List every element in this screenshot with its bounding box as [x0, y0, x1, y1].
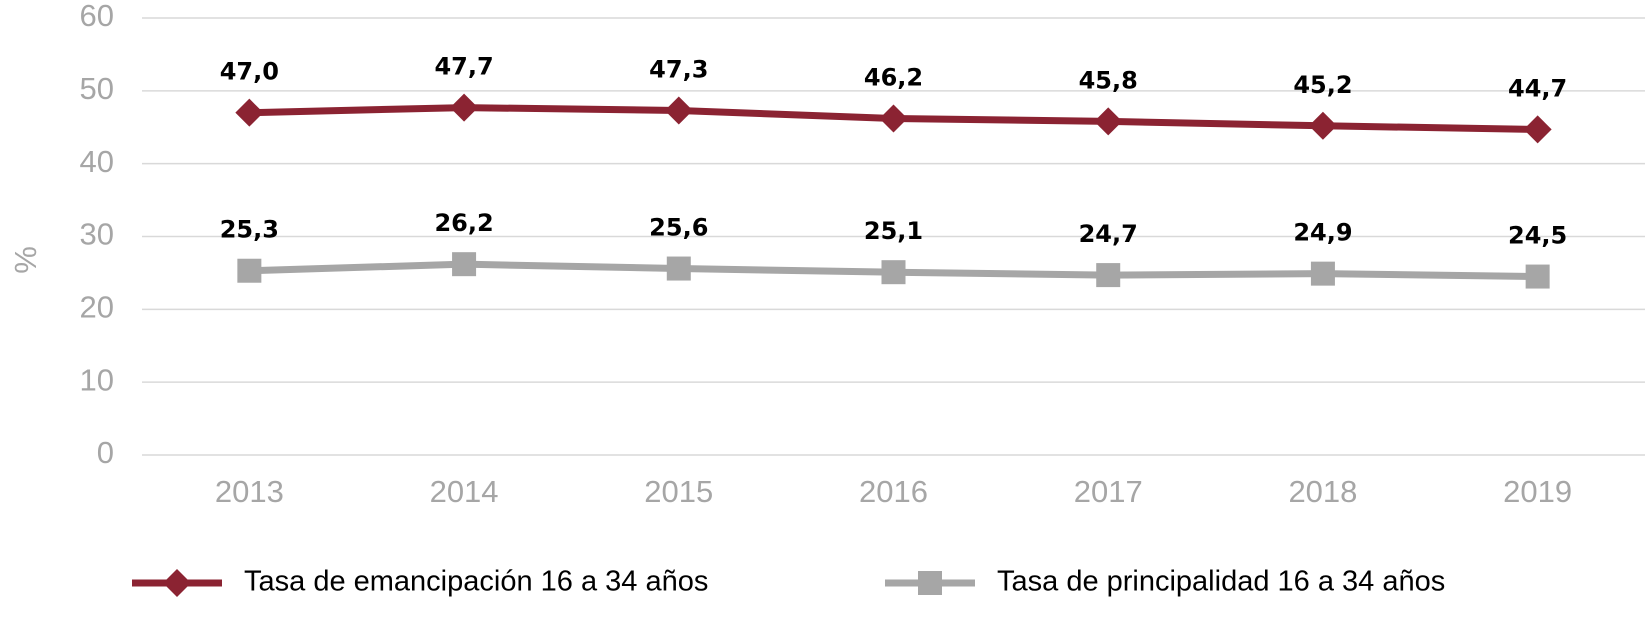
- x-tick-label: 2013: [215, 474, 284, 509]
- legend-marker: [163, 569, 191, 597]
- data-label: 47,3: [649, 55, 708, 83]
- data-label: 26,2: [434, 209, 493, 237]
- marker: [879, 104, 908, 133]
- data-label: 44,7: [1508, 74, 1567, 102]
- data-label: 24,5: [1508, 222, 1567, 250]
- data-label: 24,9: [1293, 219, 1352, 247]
- marker: [450, 93, 479, 122]
- marker: [664, 96, 693, 125]
- y-tick-label: 60: [80, 0, 114, 33]
- data-label: 25,3: [220, 216, 279, 244]
- y-tick-label: 50: [80, 71, 114, 106]
- y-tick-label: 30: [80, 217, 114, 252]
- x-tick-label: 2014: [430, 474, 499, 509]
- marker: [1096, 263, 1121, 288]
- y-tick-label: 40: [80, 144, 114, 179]
- y-tick-label: 0: [97, 435, 114, 470]
- marker: [235, 98, 264, 127]
- legend-marker: [918, 571, 942, 595]
- x-tick-label: 2019: [1503, 474, 1572, 509]
- marker: [237, 258, 262, 283]
- legend-label: Tasa de emancipación 16 a 34 años: [244, 566, 708, 598]
- marker: [452, 252, 477, 277]
- x-tick-label: 2017: [1074, 474, 1143, 509]
- data-label: 25,1: [864, 217, 923, 245]
- data-label: 45,8: [1079, 66, 1138, 94]
- marker: [1523, 115, 1552, 144]
- data-label: 46,2: [864, 64, 923, 92]
- marker: [881, 260, 906, 285]
- y-tick-label: 10: [80, 362, 114, 397]
- marker: [1310, 261, 1335, 286]
- marker: [1525, 264, 1550, 289]
- marker: [1094, 107, 1123, 136]
- y-tick-label: 20: [80, 290, 114, 325]
- legend-label: Tasa de principalidad 16 a 34 años: [997, 566, 1445, 598]
- x-tick-label: 2018: [1288, 474, 1357, 509]
- data-label: 47,0: [220, 58, 279, 86]
- data-label: 24,7: [1079, 220, 1138, 248]
- x-tick-label: 2016: [859, 474, 928, 509]
- marker: [666, 256, 691, 281]
- y-axis-label: %: [8, 246, 43, 274]
- data-label: 25,6: [649, 214, 708, 242]
- data-label: 47,7: [434, 53, 493, 81]
- marker: [1308, 111, 1337, 140]
- data-label: 45,2: [1293, 71, 1352, 99]
- x-tick-label: 2015: [644, 474, 713, 509]
